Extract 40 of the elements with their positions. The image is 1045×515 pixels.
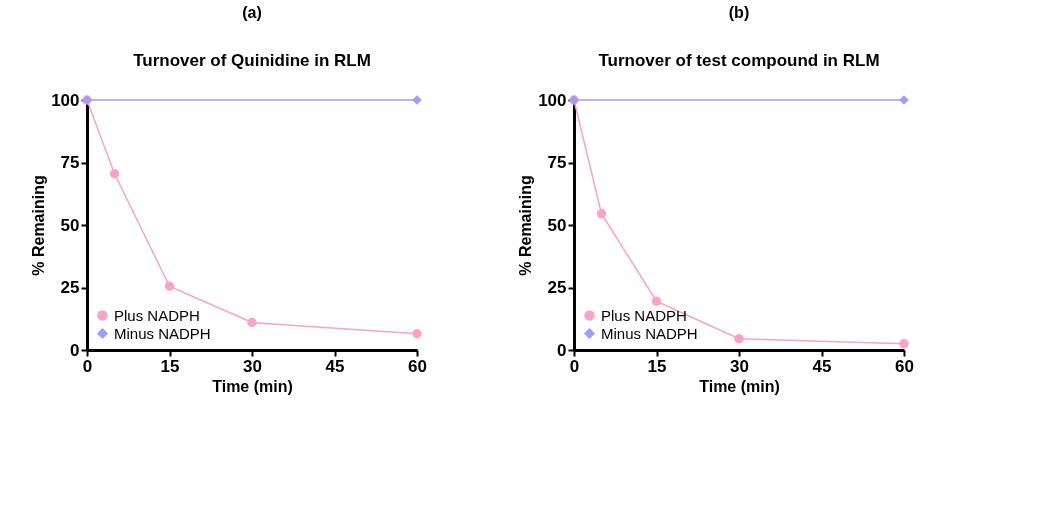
x-tick-label: 0 [82,356,93,376]
x-tick-label: 45 [325,356,345,376]
x-tick-label: 30 [730,356,749,376]
chart-title: (a) [242,4,262,21]
point [164,281,175,291]
point [596,209,607,219]
legend-label: Plus NADPH [114,306,200,324]
y-tick-label: 50 [547,215,567,235]
x-tick-label: 0 [569,356,580,376]
y-tick-label: 100 [538,90,567,110]
point [109,169,120,179]
x-tick-label: 45 [812,356,832,376]
y-tick-label: 0 [70,340,80,360]
y-tick-label: 100 [51,90,80,110]
chart-title: (b) [728,4,750,21]
legend-label: Plus NADPH [601,306,687,324]
chart-subtitle: Turnover of test compound in RLM [598,51,880,70]
x-tick-label: 30 [243,356,262,376]
point [899,339,909,349]
y-tick-label: 50 [60,215,80,235]
y-tick-label: 25 [60,278,80,297]
y-tick-label: 25 [547,278,567,297]
x-tick-label: 60 [895,356,914,376]
x-axis-title: Time (min) [212,377,293,395]
y-axis-title: % Remaining [30,175,48,276]
point [247,317,257,328]
x-tick-label: 15 [647,356,667,376]
y-tick-label: 0 [557,340,567,360]
x-axis-title: Time (min) [699,377,780,395]
legend-label: Minus NADPH [601,324,698,342]
point [412,329,422,339]
point [651,296,662,306]
point [734,334,744,344]
chart-subtitle: Turnover of Quinidine in RLM [133,51,371,70]
x-tick-label: 15 [160,356,180,376]
legend-label: Minus NADPH [114,324,211,342]
x-tick-label: 60 [408,356,427,376]
y-tick-label: 75 [547,153,567,172]
y-tick-label: 75 [60,153,80,172]
y-axis-title: % Remaining [517,175,535,276]
